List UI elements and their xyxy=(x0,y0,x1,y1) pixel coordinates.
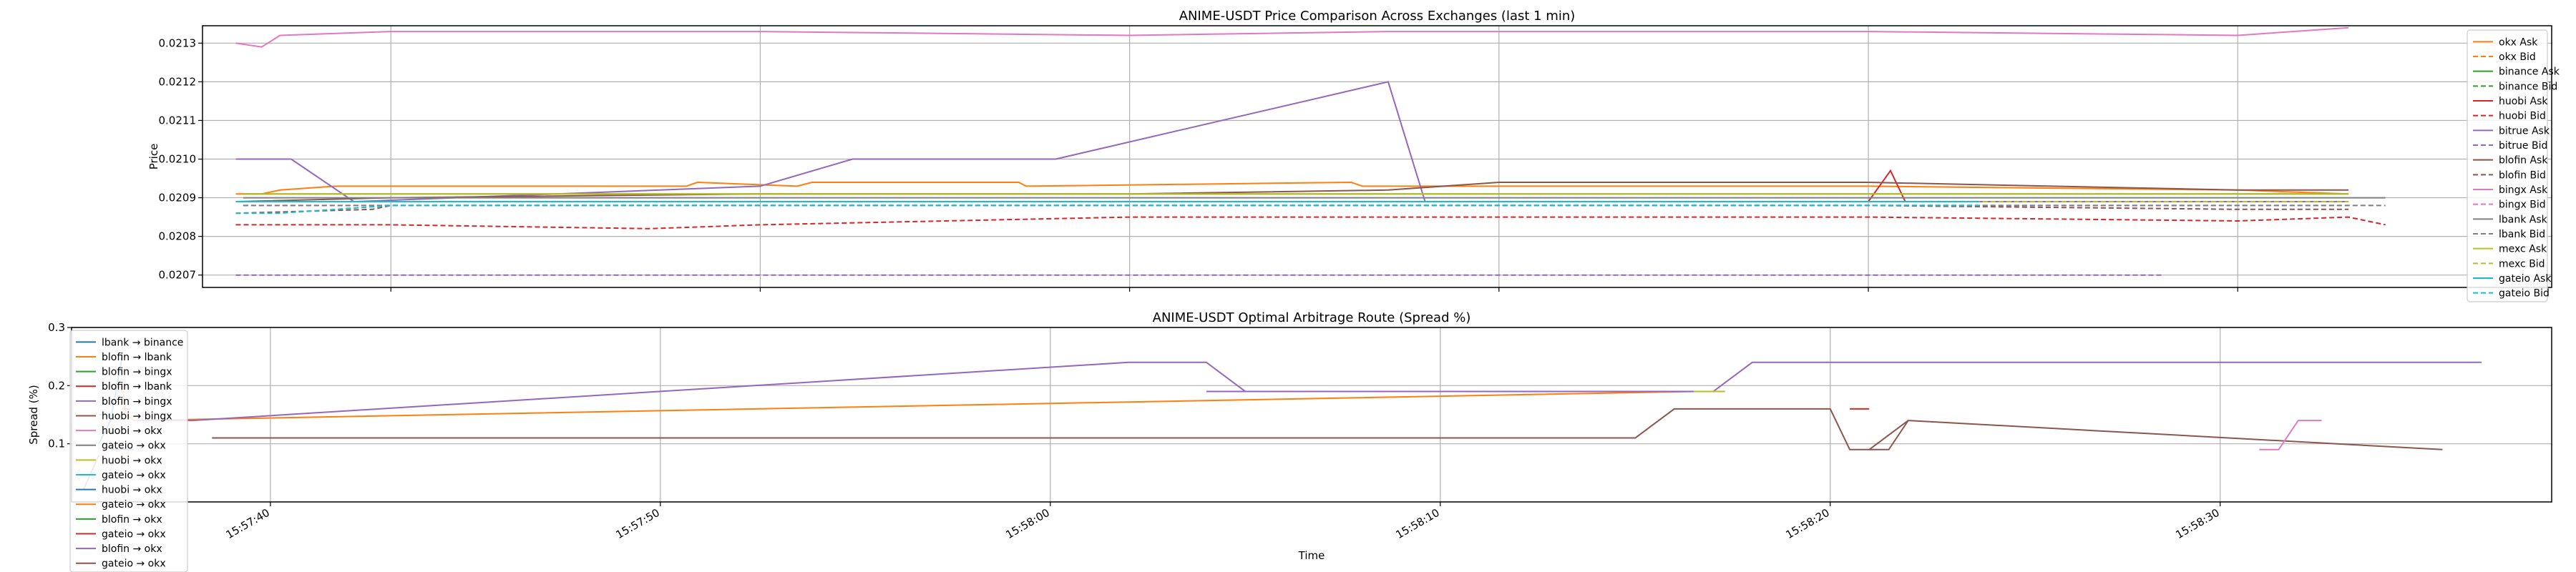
legend: lbank → binance blofin → lbank blofin → bi… xyxy=(69,330,188,572)
legend-label: gateio Ask xyxy=(2499,273,2552,285)
legend-label: huobi Ask xyxy=(2499,96,2548,107)
price-comparison-chart: 0.0207 0.0208 0.0209 0.0210 0.0211 0.0212 0.02… xyxy=(147,9,2560,302)
legend-label: huobi Bid xyxy=(2499,111,2546,122)
legend-label: mexc Bid xyxy=(2499,258,2545,270)
legend-label: blofin → okx xyxy=(102,514,162,526)
legend-label: gateio → okx xyxy=(102,528,166,540)
legend-label: blofin → lbank xyxy=(102,381,172,393)
series-group xyxy=(82,356,2482,491)
y-axis-label: Spread (%) xyxy=(27,385,40,445)
legend-label: gateio Bid xyxy=(2499,288,2550,300)
series-group xyxy=(235,26,2386,276)
legend-box xyxy=(2467,29,2548,302)
legend-label: okx Bid xyxy=(2499,51,2536,63)
x-tick-label: 15:57:40 xyxy=(224,506,272,541)
legend-label: lbank → binance xyxy=(102,337,183,348)
legend-label: blofin → bingx xyxy=(102,396,172,408)
legend-label: blofin Ask xyxy=(2499,155,2548,167)
legend-label: blofin → lbank xyxy=(102,352,172,363)
y-axis-label: Price xyxy=(147,144,160,170)
legend-label: bitrue Ask xyxy=(2499,125,2550,137)
y-tick-label: 0.0211 xyxy=(159,114,197,127)
y-tick-label: 0.0213 xyxy=(159,36,197,49)
legend-label: lbank Bid xyxy=(2499,229,2545,240)
legend-label: okx Ask xyxy=(2499,36,2538,48)
grid xyxy=(203,26,2552,287)
legend-label: bingx Ask xyxy=(2499,184,2548,196)
y-tick-label: 0.3 xyxy=(48,321,65,334)
x-tick-label: 15:57:50 xyxy=(614,506,662,541)
x-axis-label: Time xyxy=(1298,549,1325,562)
y-tick-label: 0.2 xyxy=(48,379,65,392)
axes-frame xyxy=(202,25,2552,288)
legend-label: gateio → okx xyxy=(102,440,166,452)
legend-label: mexc Ask xyxy=(2499,244,2547,255)
series-line-5 xyxy=(212,408,2443,450)
series-line-17 xyxy=(235,204,1979,214)
legend-label: bingx Bid xyxy=(2499,199,2546,211)
series-line-5 xyxy=(235,216,2386,230)
legend-label: bitrue Bid xyxy=(2499,140,2547,152)
legend-label: huobi → okx xyxy=(102,455,162,466)
chart-title: ANIME-USDT Optimal Arbitrage Route (Spre… xyxy=(1153,310,1471,325)
series-line-6 xyxy=(2259,420,2322,450)
x-tick-label: 15:58:20 xyxy=(1783,506,1831,541)
x-tick-label: 15:58:30 xyxy=(2173,506,2221,541)
series-line-8 xyxy=(235,182,2349,202)
legend-label: huobi → bingx xyxy=(102,410,172,422)
y-tick-label: 0.1 xyxy=(48,438,65,450)
legend-label: blofin Bid xyxy=(2499,169,2546,181)
legend: okx Ask okx Bid binance Ask binance Bid huob… xyxy=(2467,29,2560,302)
y-tick-label: 0.0212 xyxy=(159,75,197,88)
y-tick-label: 0.0210 xyxy=(159,153,197,166)
x-tick-label: 15:58:10 xyxy=(1393,506,1441,541)
legend-label: lbank Ask xyxy=(2499,214,2548,225)
y-tick-label: 0.0209 xyxy=(159,192,197,204)
legend-label: huobi → okx xyxy=(102,485,162,496)
chart-title: ANIME-USDT Price Comparison Across Excha… xyxy=(1179,9,1576,24)
series-line-10 xyxy=(235,26,2349,48)
series-line-0 xyxy=(235,181,2349,195)
series-line-4 xyxy=(137,361,2482,422)
legend-label: binance Bid xyxy=(2499,81,2557,92)
legend-label: gateio → okx xyxy=(102,499,166,511)
legend-box xyxy=(69,330,188,572)
legend-label: gateio → okx xyxy=(102,470,166,481)
y-tick-label: 0.0207 xyxy=(159,269,197,282)
arbitrage-spread-chart: 15:57:40 15:57:50 15:58:00 15:58:10 15:58:20… xyxy=(27,310,2552,572)
legend-label: binance Ask xyxy=(2499,66,2560,78)
legend-label: blofin → bingx xyxy=(102,367,172,378)
series-line-9 xyxy=(235,204,2349,214)
legend-label: huobi → okx xyxy=(102,425,162,437)
x-tick-label: 15:58:00 xyxy=(1004,506,1052,541)
y-tick-label: 0.0208 xyxy=(159,230,197,243)
legend-label: blofin → okx xyxy=(102,543,162,555)
legend-label: gateio → okx xyxy=(102,558,166,570)
series-line-15 xyxy=(1868,420,1909,450)
